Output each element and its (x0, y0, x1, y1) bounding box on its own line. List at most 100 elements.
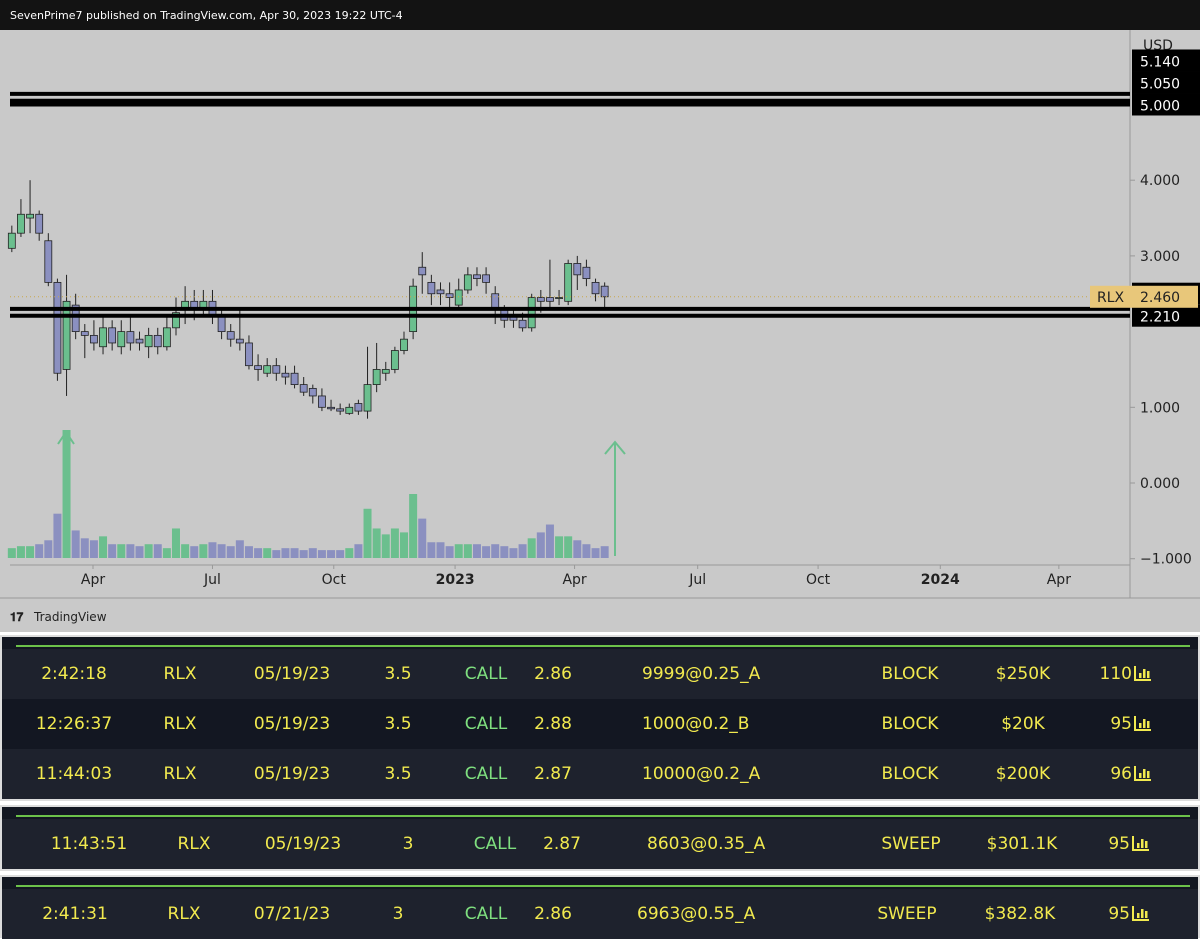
cell: 2.87 (543, 834, 581, 854)
x-tick-label: Oct (806, 572, 831, 588)
cell: 96 (1110, 764, 1132, 784)
candle-body (290, 372, 299, 385)
candle-body (454, 289, 463, 306)
cell: CALL (464, 714, 508, 734)
cell: 05/19/23 (253, 664, 331, 684)
volume-bar (454, 544, 463, 558)
x-tick-label: Apr (562, 572, 586, 588)
candle-body (226, 331, 235, 340)
volume-bar (35, 544, 44, 558)
cell: 95 (1110, 714, 1132, 734)
volume-bar (500, 546, 509, 558)
candle-body (381, 369, 390, 374)
volume-bar (53, 513, 62, 558)
candle-body (44, 240, 53, 283)
candle-body (546, 297, 554, 302)
level-tag (1132, 71, 1200, 94)
cell: RLX (167, 904, 201, 924)
volume-bar (600, 546, 609, 558)
volume-bar (482, 546, 491, 558)
chart-icon[interactable] (1134, 715, 1152, 731)
candle-body (308, 387, 317, 397)
candle-body (35, 213, 44, 234)
trade-row: 11:44:03 RLX 05/19/23 3.5 CALL 2.87 10000@0.2_… (2, 749, 1198, 799)
volume-bar (582, 544, 591, 558)
cell: 95 (1108, 904, 1130, 924)
candle-body (135, 338, 144, 344)
trade-row: 12:26:37 RLX 05/19/23 3.5 CALL 2.88 1000@0.2_B… (2, 699, 1198, 749)
volume-bar (345, 548, 354, 558)
cell: 05/19/23 (253, 714, 331, 734)
cell: $200K (995, 764, 1051, 784)
volume-bar (308, 548, 317, 558)
ticker-tag: RLX (1097, 290, 1125, 306)
candle-body (153, 334, 162, 348)
cell: 8603@0.35_A (647, 834, 766, 854)
volume-bar (153, 544, 162, 558)
chart-icon[interactable] (1134, 665, 1152, 681)
candle-body (345, 406, 354, 414)
cell: 3.5 (384, 764, 412, 784)
cell: 6963@0.55_A (637, 904, 756, 924)
cell: 3 (402, 834, 414, 854)
cell: 10000@0.2_A (642, 764, 761, 784)
candle-body (600, 285, 609, 298)
x-tick-label: 2024 (921, 572, 960, 588)
volume-bar (545, 524, 554, 558)
candle-body (573, 263, 582, 276)
volume-bar (491, 544, 500, 558)
cell: 2:42:18 (41, 664, 107, 684)
level-label: 5.000 (1140, 98, 1180, 114)
chart-icon[interactable] (1132, 905, 1150, 921)
candle-body (436, 289, 445, 295)
cell: BLOCK (881, 664, 939, 684)
level-label: 5.050 (1140, 76, 1180, 92)
cell: 1000@0.2_B (642, 714, 750, 734)
trade-row: 11:43:51 RLX 05/19/23 3 CALL 2.87 8603@0.35_A S… (2, 819, 1198, 869)
candle-body (263, 365, 272, 374)
volume-bar (381, 534, 390, 558)
cell: 3.5 (384, 664, 412, 684)
trade-table: 2:41:31 RLX 07/21/23 3 CALL 2.86 6963@0.55_A SW… (0, 875, 1200, 939)
logo-mark: 𝟏𝟕 (10, 610, 24, 624)
candle-body (217, 316, 226, 333)
x-tick-label: Jul (203, 572, 221, 588)
chart-icon[interactable] (1132, 835, 1150, 851)
volume-bar (171, 528, 180, 558)
volume-bar (162, 548, 171, 558)
volume-bar (217, 544, 226, 558)
last-price-label: 2.460 (1140, 290, 1180, 306)
volume-bar (555, 536, 564, 558)
volume-bar (181, 544, 190, 558)
candle-body (318, 395, 326, 408)
chart-icon[interactable] (1134, 765, 1152, 781)
last-price-tag (1090, 285, 1198, 308)
candle-body (427, 281, 436, 295)
candle-body (390, 350, 399, 370)
volume-bar (263, 548, 272, 558)
volume-bar (80, 538, 89, 558)
candle-body (144, 334, 153, 348)
volume-bar (226, 546, 235, 558)
cell: 11:44:03 (35, 764, 113, 784)
candle-body (445, 293, 454, 298)
cell: 07/21/23 (253, 904, 331, 924)
level-label: 5.140 (1140, 54, 1180, 70)
candle-body (473, 274, 481, 280)
candle-body (254, 365, 262, 370)
cell: $301.1K (986, 834, 1058, 854)
candle-body (482, 274, 490, 283)
cell: 12:26:37 (35, 714, 113, 734)
trade-row: 2:41:31 RLX 07/21/23 3 CALL 2.86 6963@0.55_A SW… (2, 889, 1198, 939)
cell: CALL (473, 834, 517, 854)
candle-body (17, 213, 25, 234)
cell: RLX (163, 764, 197, 784)
brand: TradingView (33, 610, 107, 624)
candle-body (463, 274, 472, 291)
cell: 3.5 (384, 714, 412, 734)
volume-bar (126, 544, 135, 558)
volume-bar (199, 544, 208, 558)
separator (16, 815, 1190, 817)
candle-body (582, 266, 591, 280)
y-tick-label: 1.000 (1140, 400, 1180, 416)
